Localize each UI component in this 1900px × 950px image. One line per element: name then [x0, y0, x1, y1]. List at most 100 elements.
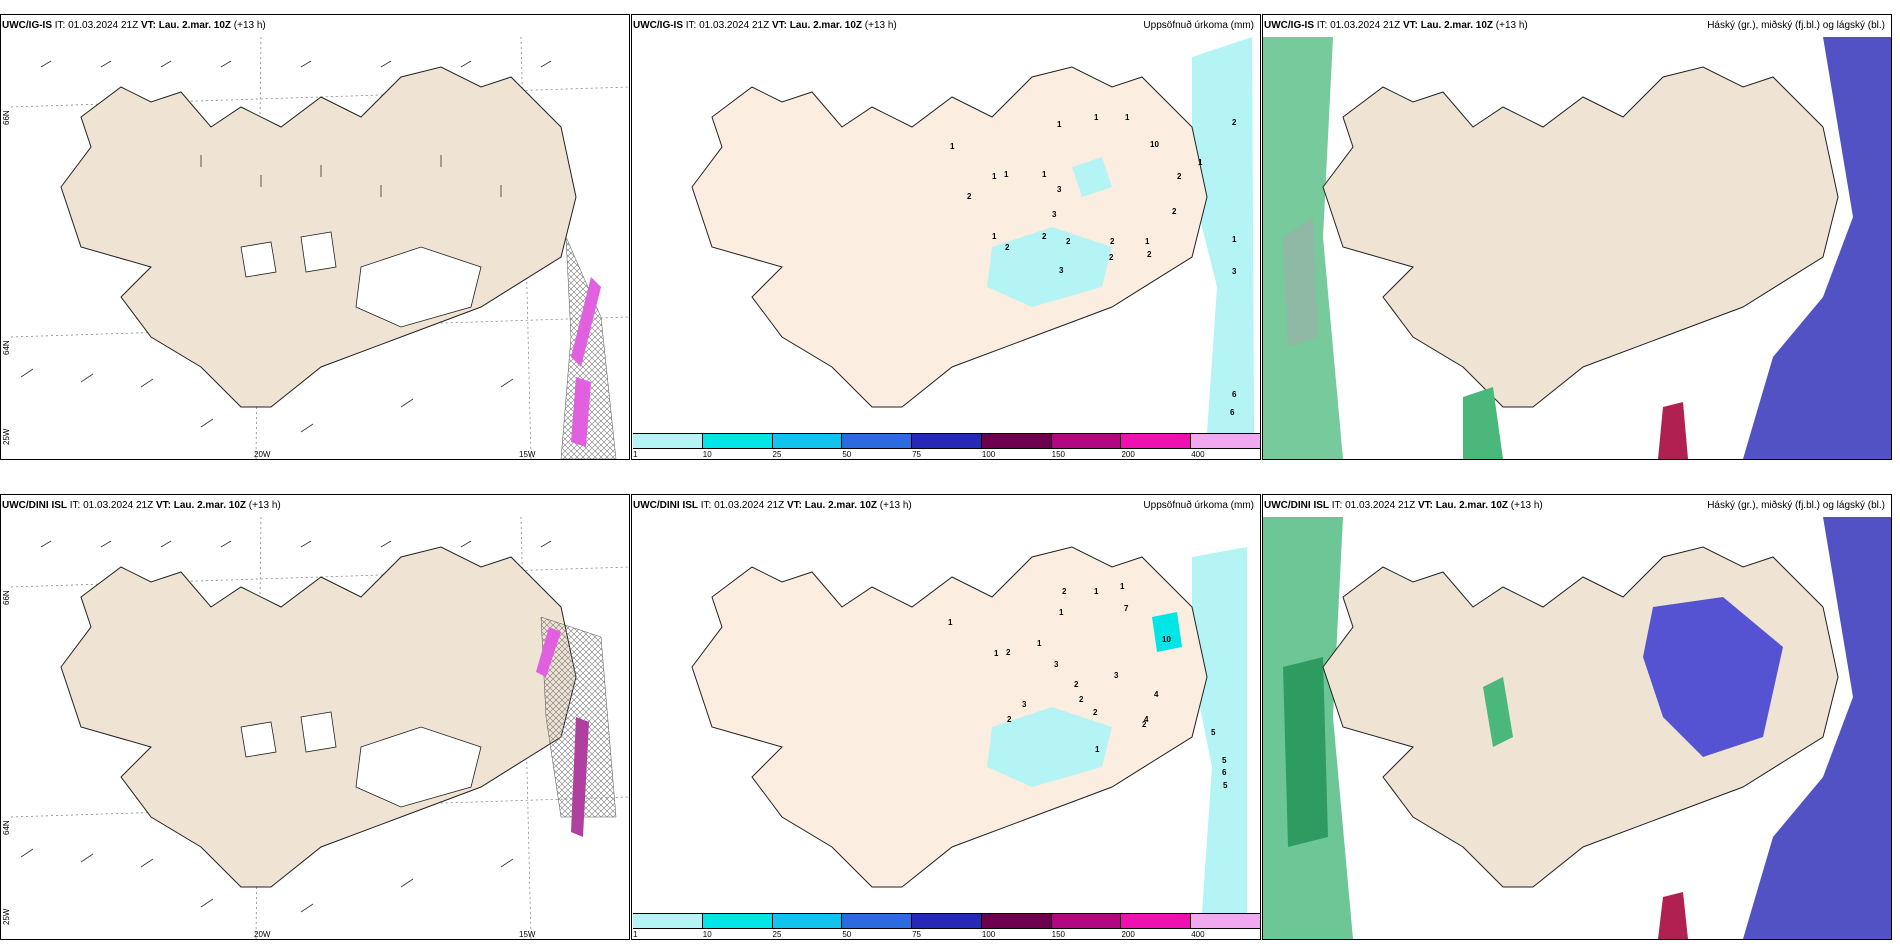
colorbar-tick-label: 1	[633, 450, 638, 459]
precip-value-label: 3	[1054, 660, 1059, 669]
precip-value-label: 1	[1232, 235, 1237, 244]
precip-value-label: 1	[1198, 158, 1203, 167]
cloud-map-panel-row1: UWC/IG-IS IT: 01.03.2024 21Z VT: Lau. 2.…	[1262, 14, 1892, 460]
panel-title: UWC/IG-IS IT: 01.03.2024 21Z VT: Lau. 2.…	[2, 20, 266, 31]
precip-value-label: 1	[1042, 170, 1047, 179]
precip-value-label: 1	[950, 142, 955, 151]
colorbar-cell	[912, 434, 982, 448]
precip-value-label: 6	[1230, 408, 1235, 417]
colorbar-cell	[912, 914, 982, 928]
precip-value-label: 3	[1057, 185, 1062, 194]
panel-title: UWC/IG-IS IT: 01.03.2024 21Z VT: Lau. 2.…	[633, 20, 897, 31]
precip-value-label: 3	[1052, 210, 1057, 219]
precip-value-label: 1	[1094, 587, 1099, 596]
colorbar-cell	[1121, 914, 1192, 928]
panel-variable-title: Uppsöfnuð úrkoma (mm)	[1143, 500, 1254, 511]
cloud-map-panel-row2: UWC/DINI ISL IT: 01.03.2024 21Z VT: Lau.…	[1262, 494, 1892, 940]
lat-label-66n: 66N	[2, 590, 11, 605]
lon-label-20w: 20W	[254, 930, 271, 939]
colorbar-cell	[1051, 914, 1122, 928]
colorbar-tick-label: 25	[772, 450, 782, 459]
precip-value-label: 6	[1222, 768, 1227, 777]
colorbar-tick-label: 75	[912, 450, 922, 459]
colorbar-cell	[772, 914, 843, 928]
colorbar-tick-label: 1	[633, 930, 638, 939]
colorbar-tick-label: 50	[842, 930, 852, 939]
precip-value-label: 3	[1059, 266, 1064, 275]
precip-value-label: 7	[1124, 604, 1129, 613]
precip-value-label: 1	[1037, 639, 1042, 648]
colorbar-cell	[633, 434, 703, 448]
precip-value-label: 1	[948, 618, 953, 627]
panel-variable-title: Uppsöfnuð úrkoma (mm)	[1143, 20, 1254, 31]
lon-label-15w: 15W	[519, 450, 536, 459]
panel-title: UWC/DINI ISL IT: 01.03.2024 21Z VT: Lau.…	[1264, 500, 1543, 511]
colorbar-cell	[842, 434, 913, 448]
precip-value-label: 1	[1120, 582, 1125, 591]
colorbar-tick-label: 10	[702, 930, 712, 939]
precip-value-label: 1	[1057, 120, 1062, 129]
colorbar-cell	[1191, 914, 1260, 928]
precip-value-label: 2	[1093, 708, 1098, 717]
lat-label-66n: 66N	[2, 110, 11, 125]
wind-map-panel-row1: UWC/IG-IS IT: 01.03.2024 21Z VT: Lau. 2.…	[0, 14, 630, 460]
precip-value-label: 1	[994, 649, 999, 658]
precip-value-label: 2	[1142, 720, 1147, 729]
colorbar-cell	[981, 914, 1052, 928]
lon-label-15w: 15W	[519, 930, 536, 939]
colorbar-tick-label: 25	[772, 930, 782, 939]
precip-value-label: 2	[1232, 118, 1237, 127]
colorbar-tick-label: 150	[1051, 450, 1066, 459]
colorbar-cell	[1191, 434, 1260, 448]
colorbar-cell	[981, 434, 1052, 448]
precip-value-label: 2	[1109, 253, 1114, 262]
cloud-map	[1263, 37, 1891, 459]
precip-value-label: 2	[1066, 237, 1071, 246]
precip-value-label: 3	[1022, 700, 1027, 709]
wind-barb-map	[10, 517, 629, 939]
precip-value-label: 5	[1223, 781, 1228, 790]
colorbar-tick-label: 100	[981, 450, 996, 459]
wind-barb-map	[10, 37, 629, 459]
colorbar-tick-label: 400	[1191, 930, 1205, 939]
colorbar-cell	[702, 914, 773, 928]
colorbar-tick-label: 200	[1121, 450, 1135, 459]
precip-value-label: 2	[1079, 695, 1084, 704]
panel-variable-title: Háský (gr.), miðský (fj.bl.) og lágský (…	[1707, 500, 1885, 511]
precip-value-label: 4	[1144, 715, 1149, 724]
colorbar-cell	[702, 434, 773, 448]
precip-map-panel-row2: UWC/DINI ISL IT: 01.03.2024 21Z VT: Lau.…	[631, 494, 1261, 940]
precip-value-label: 6	[1232, 390, 1237, 399]
lon-label-25w: 25W	[2, 908, 11, 925]
colorbar-tick-label: 75	[912, 930, 922, 939]
colorbar-tick-label: 100	[981, 930, 996, 939]
precip-map-panel-row1: UWC/IG-IS IT: 01.03.2024 21Z VT: Lau. 2.…	[631, 14, 1261, 460]
lat-label-64n: 64N	[2, 340, 11, 355]
precip-value-label: 2	[1007, 715, 1012, 724]
precip-value-label: 1	[1004, 170, 1009, 179]
precip-value-label: 2	[1062, 587, 1067, 596]
precip-value-label: 2	[1042, 232, 1047, 241]
colorbar-tick-label: 400	[1191, 450, 1205, 459]
precip-value-label: 2	[1110, 237, 1115, 246]
precip-value-label: 2	[1177, 172, 1182, 181]
precip-value-label: 5	[1222, 756, 1227, 765]
precip-value-label: 1	[1059, 608, 1064, 617]
lat-label-64n: 64N	[2, 820, 11, 835]
precip-value-label: 1	[1094, 113, 1099, 122]
colorbar-cell	[842, 914, 913, 928]
precip-value-label: 10	[1162, 635, 1171, 644]
precip-value-label: 10	[1150, 140, 1159, 149]
precip-value-label: 2	[1074, 680, 1079, 689]
precip-value-label: 3	[1114, 671, 1119, 680]
panel-title: UWC/DINI ISL IT: 01.03.2024 21Z VT: Lau.…	[2, 500, 281, 511]
colorbar-cell	[1051, 434, 1122, 448]
panel-title: UWC/IG-IS IT: 01.03.2024 21Z VT: Lau. 2.…	[1264, 20, 1528, 31]
precip-value-label: 1	[1145, 237, 1150, 246]
colorbar-cell	[1121, 434, 1192, 448]
precip-value-label: 2	[1147, 250, 1152, 259]
